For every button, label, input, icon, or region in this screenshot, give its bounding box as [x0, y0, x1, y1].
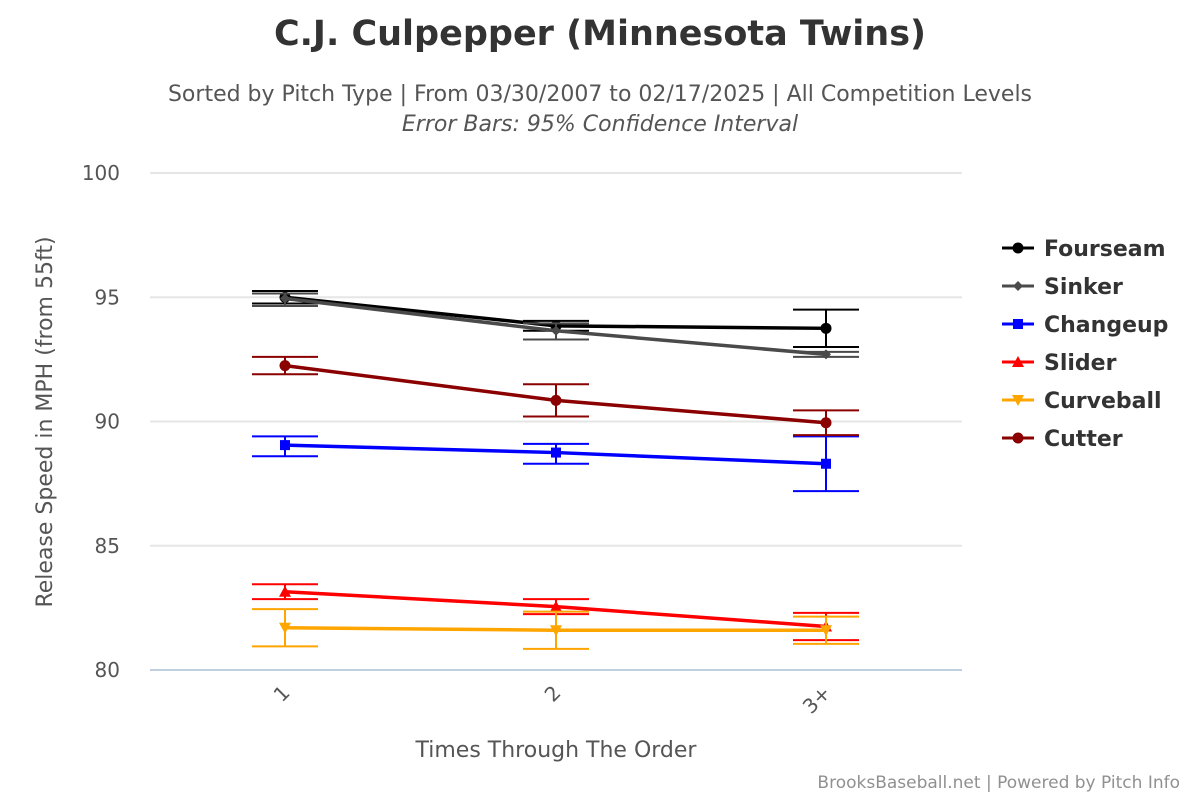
- data-point: [550, 625, 562, 637]
- grid-layer: [150, 172, 962, 671]
- legend-marker: [1013, 281, 1023, 291]
- legend-item-cutter[interactable]: Cutter: [1002, 427, 1123, 452]
- data-point: [820, 625, 832, 637]
- legend-marker: [1012, 356, 1024, 367]
- series-curveball: [252, 608, 859, 650]
- series-sinker: [252, 292, 859, 360]
- y-tick-label: 85: [95, 534, 120, 558]
- data-point: [550, 600, 562, 612]
- chart-title: C.J. Culpepper (Minnesota Twins): [273, 14, 927, 54]
- legend-label: Changeup: [1044, 313, 1168, 338]
- data-point: [279, 622, 291, 634]
- series-layer: [252, 290, 859, 650]
- data-point: [551, 325, 561, 336]
- y-tick-label: 100: [82, 161, 120, 185]
- legend-label: Sinker: [1044, 275, 1123, 300]
- legend-item-sinker[interactable]: Sinker: [1002, 275, 1123, 300]
- y-axis-title: Release Speed in MPH (from 55ft): [33, 236, 58, 607]
- chart-subtitle: Sorted by Pitch Type | From 03/30/2007 t…: [167, 82, 1033, 107]
- legend-item-slider[interactable]: Slider: [1002, 351, 1117, 376]
- legend-label: Slider: [1044, 351, 1117, 376]
- legend-label: Curveball: [1044, 389, 1162, 414]
- y-tick-label: 95: [95, 285, 120, 309]
- legend-item-fourseam[interactable]: Fourseam: [1002, 237, 1166, 262]
- data-point: [820, 322, 832, 334]
- series-changeup: [252, 435, 859, 493]
- data-point: [279, 360, 291, 372]
- legend-marker: [1012, 395, 1024, 406]
- legend: Fourseam Sinker Changeup Slider Curveball Cut…: [1002, 237, 1168, 452]
- credits-text[interactable]: BrooksBaseball.net | Powered by Pitch In…: [817, 773, 1180, 793]
- data-point: [820, 417, 832, 429]
- legend-marker: [1013, 319, 1023, 329]
- legend-label: Cutter: [1044, 427, 1123, 452]
- y-tick-label: 80: [95, 658, 120, 682]
- data-point: [280, 440, 290, 451]
- series-cutter: [252, 355, 859, 437]
- x-axis-ticks: 1 2 3+: [269, 681, 836, 719]
- x-axis-title: Times Through The Order: [415, 738, 698, 763]
- x-tick-label: 2: [540, 681, 566, 707]
- data-point: [280, 293, 290, 304]
- y-axis-ticks: 80 85 90 95 100: [82, 161, 120, 682]
- legend-marker: [1012, 242, 1024, 254]
- data-point: [821, 458, 831, 469]
- x-tick-label: 1: [269, 681, 295, 707]
- legend-item-changeup[interactable]: Changeup: [1002, 313, 1168, 338]
- legend-label: Fourseam: [1044, 237, 1166, 262]
- data-point: [550, 394, 562, 406]
- chart-subtitle-error-bars: Error Bars: 95% Confidence Interval: [401, 112, 799, 137]
- y-tick-label: 90: [95, 410, 120, 434]
- data-point: [821, 349, 831, 360]
- legend-item-curveball[interactable]: Curveball: [1002, 389, 1162, 414]
- x-tick-label: 3+: [798, 681, 836, 719]
- data-point: [279, 585, 291, 597]
- data-point: [551, 447, 561, 458]
- legend-marker: [1012, 432, 1024, 444]
